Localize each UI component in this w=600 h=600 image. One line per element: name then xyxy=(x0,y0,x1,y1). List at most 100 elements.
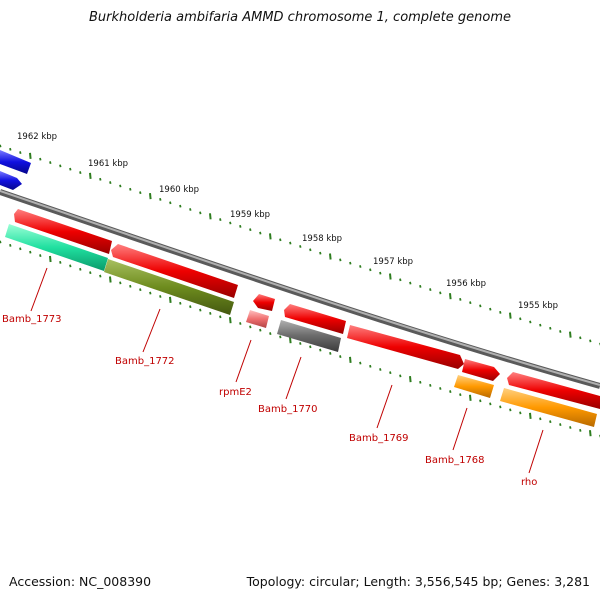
scale-tick-minor xyxy=(379,368,382,371)
gene-feature[interactable] xyxy=(284,304,346,334)
scale-tick-minor xyxy=(119,184,122,188)
scale-tick-minor xyxy=(9,147,12,151)
scale-tick-minor xyxy=(519,317,522,321)
gene-feature-rho[interactable] xyxy=(500,388,597,427)
gene-feature[interactable] xyxy=(0,171,22,190)
gene-feature-bamb-1772[interactable] xyxy=(104,259,234,315)
scale-tick-minor xyxy=(39,254,42,258)
gene-feature[interactable] xyxy=(462,359,500,381)
scale-tick-minor xyxy=(129,284,132,288)
scale-tick-minor xyxy=(499,405,502,409)
scale-tick-minor xyxy=(149,291,152,295)
scale-tick-minor xyxy=(199,211,202,215)
scale-tick-minor xyxy=(129,187,132,191)
scale-tick-minor xyxy=(199,308,202,312)
page-title: Burkholderia ambifaria AMMD chromosome 1… xyxy=(88,10,512,25)
scale-tick-minor xyxy=(379,271,382,275)
scale-tick-minor xyxy=(189,305,192,309)
scale-tick-minor xyxy=(299,245,302,248)
scale-tick-minor xyxy=(409,281,412,285)
scale-tick-minor xyxy=(549,326,552,330)
scale-tick-minor xyxy=(119,281,122,285)
scale-tick-minor xyxy=(439,291,442,295)
scale-tick-minor xyxy=(249,325,252,329)
scale-tick-major xyxy=(589,430,592,437)
gene-feature-bamb-1773[interactable] xyxy=(5,224,108,271)
gene-feature[interactable] xyxy=(507,372,600,409)
scale-tick-major xyxy=(509,312,512,319)
scale-tick-major xyxy=(349,356,352,363)
genome-backbone-highlight xyxy=(0,190,600,386)
gene-feature-rpme2[interactable] xyxy=(246,310,269,328)
scale-tick-minor xyxy=(169,201,172,205)
gene-label: Bamb_1769 xyxy=(349,433,409,444)
scale-tick-minor xyxy=(99,274,102,278)
scale-tick-minor xyxy=(549,420,552,424)
gene-feature[interactable] xyxy=(0,150,31,174)
gene-label: Bamb_1772 xyxy=(115,356,175,367)
gene-label: rho xyxy=(521,477,537,488)
scale-tick-minor xyxy=(99,177,102,181)
scale-tick-major xyxy=(89,172,92,179)
scale-tick-minor xyxy=(179,301,182,305)
gene-label: Bamb_1773 xyxy=(2,314,62,325)
scale-tick-minor xyxy=(229,221,232,225)
scale-tick-major xyxy=(149,193,152,200)
scale-tick-minor xyxy=(569,426,572,429)
scale-tick-minor xyxy=(159,197,162,201)
scale-tick-minor xyxy=(189,208,192,211)
scale-tick-minor xyxy=(469,301,472,305)
scale-tick-minor xyxy=(429,288,432,292)
scale-tick-major xyxy=(49,255,52,263)
gene-feature-bamb-1770[interactable] xyxy=(277,320,341,352)
scale-tick-major xyxy=(269,233,272,240)
scale-label: 1955 kbp xyxy=(518,301,558,311)
scale-tick-minor xyxy=(489,402,492,406)
scale-tick-minor xyxy=(579,428,582,432)
scale-tick-minor xyxy=(399,278,402,282)
scale-tick-minor xyxy=(139,191,142,195)
scale-tick-major xyxy=(29,152,32,159)
scale-ticks-outer xyxy=(0,144,600,346)
scale-tick-minor xyxy=(0,240,2,244)
scale-tick-minor xyxy=(289,241,292,245)
scale-tick-minor xyxy=(449,390,452,394)
scale-tick-minor xyxy=(459,297,462,301)
scale-tick-minor xyxy=(269,332,272,336)
gene-feature-bamb-1768[interactable] xyxy=(454,375,494,398)
scale-tick-major xyxy=(389,273,392,280)
gene-feature[interactable] xyxy=(347,325,464,369)
scale-tick-major xyxy=(469,394,472,401)
scale-tick-major xyxy=(289,337,292,344)
scale-tick-minor xyxy=(89,271,92,275)
scale-tick-minor xyxy=(309,345,312,349)
scale-tick-minor xyxy=(369,268,372,272)
scale-tick-minor xyxy=(359,265,362,268)
scale-tick-minor xyxy=(539,323,542,327)
scale-tick-minor xyxy=(259,231,262,235)
accession-text: Accession: NC_008390 xyxy=(9,574,152,589)
scale-tick-major xyxy=(409,376,412,383)
scale-tick-minor xyxy=(299,342,302,345)
scale-label: 1958 kbp xyxy=(302,234,342,244)
scale-tick-minor xyxy=(479,399,482,403)
scale-tick-minor xyxy=(329,351,332,355)
gene-feature[interactable] xyxy=(253,294,275,311)
scale-tick-minor xyxy=(79,171,82,175)
scale-tick-minor xyxy=(529,320,532,324)
gene-feature[interactable] xyxy=(111,244,238,298)
scale-tick-minor xyxy=(239,224,242,228)
scale-tick-minor xyxy=(579,336,582,340)
gene-feature[interactable] xyxy=(14,209,112,254)
scale-tick-minor xyxy=(319,348,322,352)
scale-tick-minor xyxy=(339,355,342,359)
scale-label: 1956 kbp xyxy=(446,279,486,289)
scale-tick-major xyxy=(209,213,212,220)
scale-tick-major xyxy=(169,296,172,303)
scale-tick-minor xyxy=(139,288,142,292)
scale-tick-minor xyxy=(159,295,162,298)
scale-tick-minor xyxy=(559,330,562,333)
scale-tick-minor xyxy=(349,261,352,265)
scale-tick-minor xyxy=(29,250,32,254)
